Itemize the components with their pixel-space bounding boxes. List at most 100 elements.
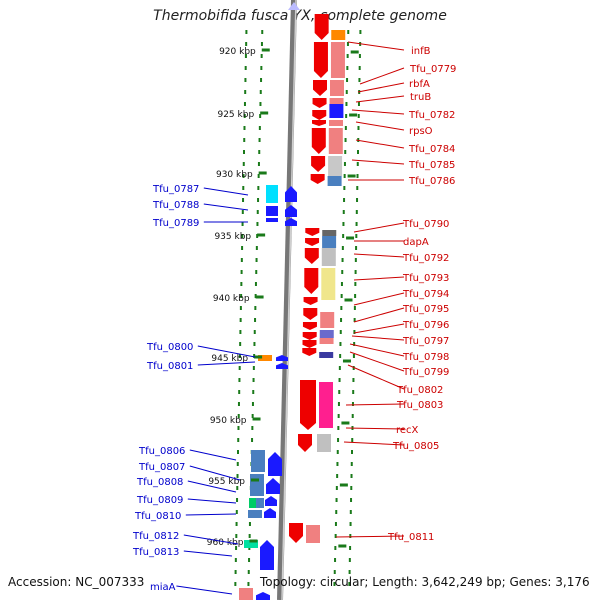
right-tick-mark	[344, 298, 353, 302]
gene-box	[319, 338, 334, 344]
track-dot	[251, 402, 254, 406]
track-dot	[241, 222, 244, 226]
track-dot	[248, 522, 251, 526]
gene-box	[329, 98, 344, 104]
reverse-gene-label: Tfu_0801	[146, 361, 193, 372]
gene-box	[329, 120, 343, 126]
track-dot	[242, 186, 245, 190]
tick-label: 960 kbp	[207, 538, 244, 548]
track-dot	[356, 186, 359, 190]
forward-label-leader	[351, 159, 405, 165]
right-tick-mark	[347, 174, 356, 178]
reverse-label-leader	[197, 361, 256, 366]
reverse-gene-label: Tfu_0806	[138, 446, 185, 457]
track-dot	[333, 582, 336, 586]
reverse-gene-arrow	[264, 508, 276, 518]
track-dot	[340, 294, 343, 298]
reverse-gene-arrow	[260, 540, 274, 570]
track-dot	[337, 438, 340, 442]
reverse-gene-label: Tfu_0807	[138, 462, 185, 473]
track-dot	[234, 582, 237, 586]
tick-mark	[257, 233, 266, 237]
gene-box	[329, 104, 344, 118]
reverse-gene-label: Tfu_0789	[152, 218, 199, 229]
track-dot	[248, 534, 251, 538]
track-dot	[348, 570, 351, 574]
track-dot	[235, 522, 238, 526]
track-dot	[353, 306, 356, 310]
reverse-gene-label: Tfu_0813	[132, 547, 179, 558]
reverse-gene-label: Tfu_0810	[134, 511, 181, 522]
track-dot	[357, 102, 360, 106]
genome-summary: Topology: circular; Length: 3,642,249 bp…	[260, 575, 590, 589]
track-dot	[255, 270, 258, 274]
track-dot	[346, 42, 349, 46]
track-dot	[259, 90, 262, 94]
forward-label-leader	[359, 67, 405, 85]
tick-mark	[260, 111, 269, 115]
track-dot	[357, 150, 359, 154]
track-dot	[351, 450, 353, 454]
reverse-label-leader	[183, 534, 239, 545]
track-dot	[253, 342, 256, 346]
track-dot	[234, 570, 237, 574]
forward-label-leader	[343, 441, 405, 446]
track-dot	[353, 342, 356, 346]
right-tick-mark	[350, 50, 359, 54]
reverse-gene-arrow	[265, 496, 277, 506]
reverse-gene-label: Tfu_0808	[136, 477, 183, 488]
reverse-label-leader	[203, 187, 249, 196]
forward-gene-arrow	[314, 14, 329, 40]
gene-box	[328, 156, 343, 176]
tick-label: 940 kbp	[213, 294, 250, 304]
track-dot	[257, 186, 260, 190]
track-dot	[260, 66, 263, 70]
reverse-gene-arrow	[256, 592, 270, 600]
track-dot	[356, 174, 359, 178]
track-dot	[260, 54, 263, 58]
track-dot	[340, 318, 343, 322]
track-dot	[353, 330, 356, 334]
track-dot	[234, 558, 237, 562]
track-dot	[260, 78, 263, 82]
track-dot	[239, 318, 242, 322]
track-dot	[350, 474, 353, 478]
tick-mark	[258, 171, 267, 175]
track-dot	[257, 162, 260, 166]
track-dot	[343, 198, 346, 202]
forward-gene-arrow	[313, 80, 327, 96]
forward-gene-label: Tfu_0790	[402, 219, 449, 230]
track-dot	[253, 330, 256, 334]
track-dot	[238, 366, 241, 370]
right-tick-mark	[346, 236, 355, 240]
reverse-gene-arrow	[285, 218, 297, 226]
track-dot	[338, 390, 341, 394]
forward-gene-label: dapA	[403, 237, 429, 248]
track-dot	[345, 114, 348, 118]
forward-gene-arrow	[305, 228, 320, 236]
gene-box	[248, 510, 262, 518]
track-dot	[252, 378, 255, 382]
tick-mark	[249, 539, 258, 543]
gene-box	[331, 30, 346, 40]
track-dot	[237, 450, 239, 454]
track-dot	[344, 138, 347, 142]
track-dot	[335, 486, 338, 490]
genome-backbone	[277, 0, 300, 600]
track-dot	[335, 498, 338, 502]
forward-gene-label: Tfu_0793	[402, 273, 449, 284]
forward-gene-label: Tfu_0805	[392, 441, 439, 452]
gene-box	[250, 474, 264, 496]
track-dot	[339, 330, 342, 334]
track-dot	[336, 474, 339, 478]
track-dot	[355, 246, 358, 250]
reverse-gene-label: miaA	[150, 582, 176, 593]
forward-gene-label: Tfu_0792	[402, 253, 449, 264]
track-dot	[343, 162, 346, 166]
forward-gene-label: Tfu_0799	[402, 367, 449, 378]
track-dot	[343, 174, 346, 178]
gene-box	[322, 230, 337, 236]
forward-gene-arrow	[302, 340, 317, 348]
track-dot	[258, 138, 261, 142]
track-dot	[247, 570, 250, 574]
